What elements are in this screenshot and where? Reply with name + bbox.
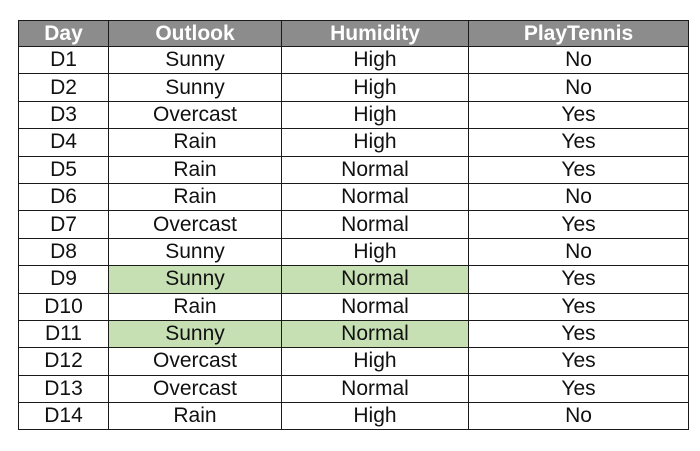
cell-day: D1 <box>19 47 109 74</box>
cell-humidity: High <box>282 101 469 128</box>
cell-playtennis: Yes <box>469 375 689 402</box>
table-row: D11 Sunny Normal Yes <box>19 320 689 347</box>
cell-playtennis: No <box>469 183 689 210</box>
cell-day: D9 <box>19 266 109 293</box>
cell-humidity: High <box>282 47 469 74</box>
table-row: D7 Overcast Normal Yes <box>19 211 689 238</box>
cell-outlook: Overcast <box>109 211 282 238</box>
cell-playtennis: Yes <box>469 320 689 347</box>
header-day: Day <box>19 21 109 47</box>
cell-playtennis: Yes <box>469 129 689 156</box>
cell-playtennis: Yes <box>469 101 689 128</box>
table-row: D9 Sunny Normal Yes <box>19 266 689 293</box>
cell-playtennis: Yes <box>469 348 689 375</box>
table-row: D14 Rain High No <box>19 403 689 430</box>
cell-humidity: High <box>282 238 469 265</box>
cell-humidity: Normal <box>282 211 469 238</box>
cell-outlook: Sunny <box>109 320 282 347</box>
cell-outlook: Sunny <box>109 74 282 101</box>
cell-day: D2 <box>19 74 109 101</box>
header-outlook: Outlook <box>109 21 282 47</box>
play-tennis-table: Day Outlook Humidity PlayTennis D1 Sunny H… <box>18 20 689 430</box>
cell-outlook: Sunny <box>109 266 282 293</box>
table-header: Day Outlook Humidity PlayTennis <box>19 21 689 47</box>
cell-humidity: Normal <box>282 183 469 210</box>
cell-day: D5 <box>19 156 109 183</box>
table-body: D1 Sunny High No D2 Sunny High No D3 Overcast High… <box>19 47 689 430</box>
cell-playtennis: Yes <box>469 293 689 320</box>
cell-humidity: High <box>282 403 469 430</box>
cell-day: D10 <box>19 293 109 320</box>
cell-outlook: Rain <box>109 129 282 156</box>
cell-playtennis: No <box>469 238 689 265</box>
cell-humidity: Normal <box>282 375 469 402</box>
cell-day: D7 <box>19 211 109 238</box>
table-row: D5 Rain Normal Yes <box>19 156 689 183</box>
cell-day: D11 <box>19 320 109 347</box>
cell-day: D14 <box>19 403 109 430</box>
cell-playtennis: No <box>469 47 689 74</box>
table-row: D10 Rain Normal Yes <box>19 293 689 320</box>
table-row: D4 Rain High Yes <box>19 129 689 156</box>
cell-outlook: Rain <box>109 183 282 210</box>
cell-outlook: Sunny <box>109 238 282 265</box>
cell-playtennis: Yes <box>469 211 689 238</box>
cell-humidity: Normal <box>282 266 469 293</box>
cell-humidity: Normal <box>282 156 469 183</box>
cell-day: D13 <box>19 375 109 402</box>
cell-humidity: Normal <box>282 293 469 320</box>
cell-playtennis: No <box>469 403 689 430</box>
cell-playtennis: Yes <box>469 156 689 183</box>
header-playtennis: PlayTennis <box>469 21 689 47</box>
cell-day: D8 <box>19 238 109 265</box>
cell-day: D12 <box>19 348 109 375</box>
table-row: D2 Sunny High No <box>19 74 689 101</box>
cell-playtennis: Yes <box>469 266 689 293</box>
header-humidity: Humidity <box>282 21 469 47</box>
table-row: D13 Overcast Normal Yes <box>19 375 689 402</box>
cell-day: D3 <box>19 101 109 128</box>
cell-day: D6 <box>19 183 109 210</box>
table-row: D12 Overcast High Yes <box>19 348 689 375</box>
table-row: D8 Sunny High No <box>19 238 689 265</box>
cell-humidity: High <box>282 129 469 156</box>
cell-humidity: High <box>282 348 469 375</box>
cell-outlook: Rain <box>109 403 282 430</box>
cell-outlook: Rain <box>109 156 282 183</box>
table-row: D6 Rain Normal No <box>19 183 689 210</box>
header-row: Day Outlook Humidity PlayTennis <box>19 21 689 47</box>
table-row: D3 Overcast High Yes <box>19 101 689 128</box>
cell-humidity: Normal <box>282 320 469 347</box>
cell-humidity: High <box>282 74 469 101</box>
cell-outlook: Overcast <box>109 375 282 402</box>
cell-playtennis: No <box>469 74 689 101</box>
table-row: D1 Sunny High No <box>19 47 689 74</box>
cell-outlook: Overcast <box>109 101 282 128</box>
cell-outlook: Rain <box>109 293 282 320</box>
cell-day: D4 <box>19 129 109 156</box>
cell-outlook: Overcast <box>109 348 282 375</box>
play-tennis-table-container: Day Outlook Humidity PlayTennis D1 Sunny H… <box>18 20 688 430</box>
cell-outlook: Sunny <box>109 47 282 74</box>
